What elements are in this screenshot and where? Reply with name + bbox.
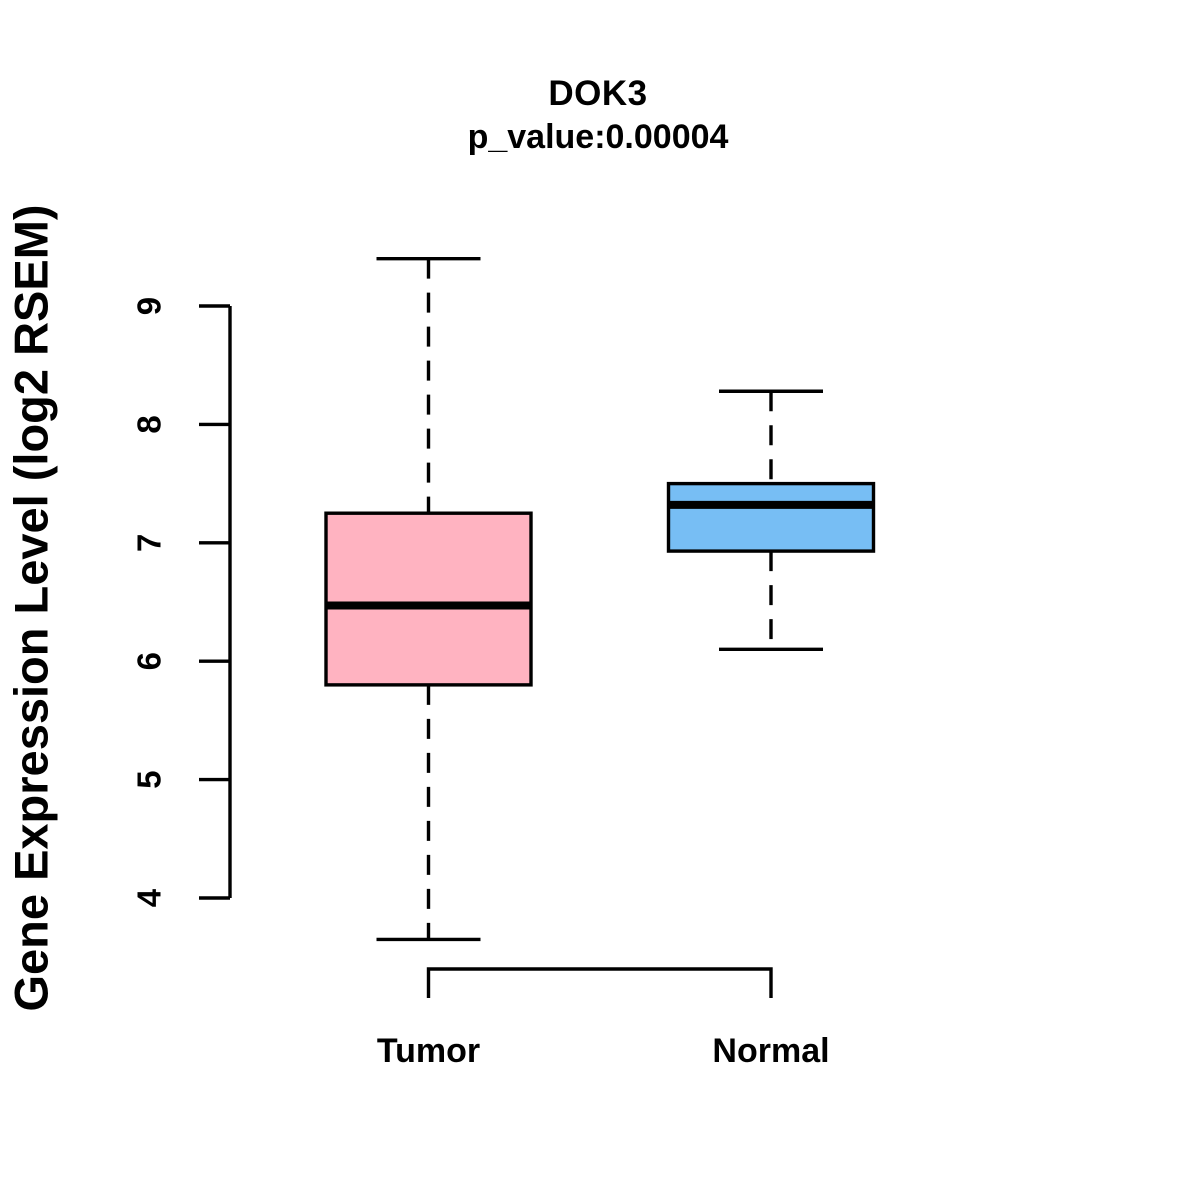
chart-title: DOK3 [548, 74, 648, 113]
x-axis-bracket [426, 967, 773, 998]
y-axis-tick-label: 8 [131, 415, 168, 433]
y-axis-tick-label: 5 [131, 770, 168, 788]
x-category-label-tumor: Tumor [377, 1032, 480, 1070]
y-axis-tick-label: 4 [131, 888, 168, 907]
iqr-box-tumor [324, 511, 533, 687]
x-category-label-normal: Normal [712, 1032, 829, 1070]
iqr-box-normal [666, 481, 876, 553]
chart-pvalue-subtitle: p_value:0.00004 [467, 118, 729, 156]
y-axis-tick-label: 9 [131, 297, 168, 315]
y-axis-tick-label: 6 [131, 652, 168, 670]
y-axis-tick-label: 7 [131, 534, 168, 552]
